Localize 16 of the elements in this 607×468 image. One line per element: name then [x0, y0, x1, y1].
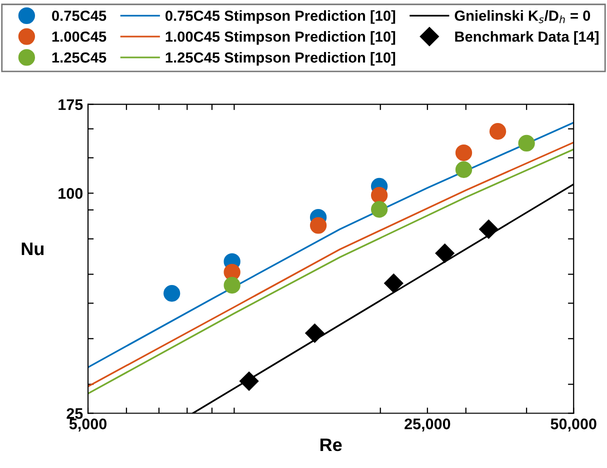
- x-tick-label: 5,000: [69, 418, 107, 432]
- legend-label: 1.00C45 Stimpson Prediction [10]: [166, 31, 396, 45]
- legend-label: 1.25C45 Stimpson Prediction [10]: [166, 52, 396, 66]
- legend-label: 1.25C45: [52, 52, 106, 63]
- legend-label: Benchmark Data [14]: [455, 31, 598, 45]
- x-tick-label: 50,000: [550, 418, 596, 432]
- legend-label: 1.00C45: [52, 31, 106, 42]
- legend-label: Gnielinski K$_{s}$/D$_{h}$ = 0: [454, 10, 590, 24]
- y-axis-title: Nu: [22, 242, 44, 256]
- x-tick-label: 25,000: [404, 418, 450, 432]
- legend-label: 0.75C45: [52, 10, 106, 21]
- y-tick-label: 100: [58, 188, 83, 199]
- x-axis-title: Re: [320, 438, 342, 452]
- legend-label: 0.75C45 Stimpson Prediction [10]: [166, 10, 396, 24]
- y-tick-label: 175: [58, 99, 83, 110]
- y-tick-label: 25: [66, 408, 83, 419]
